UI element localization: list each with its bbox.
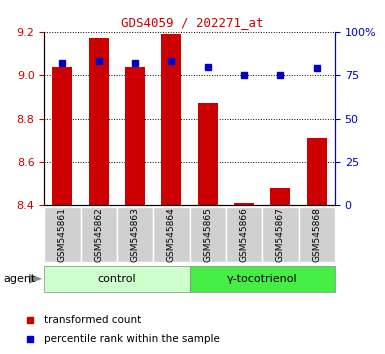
Text: GSM545866: GSM545866 <box>239 207 249 262</box>
Text: GSM545863: GSM545863 <box>131 207 140 262</box>
Bar <box>307 138 327 205</box>
Text: agent: agent <box>4 274 36 284</box>
Bar <box>125 67 145 205</box>
Text: control: control <box>98 274 136 284</box>
Text: percentile rank within the sample: percentile rank within the sample <box>44 333 220 344</box>
Polygon shape <box>29 274 42 284</box>
Bar <box>44 266 190 292</box>
Bar <box>52 67 72 205</box>
Text: GSM545868: GSM545868 <box>312 207 321 262</box>
Bar <box>262 207 299 262</box>
Text: transformed count: transformed count <box>44 315 141 325</box>
Bar <box>117 207 153 262</box>
Text: GSM545864: GSM545864 <box>167 207 176 262</box>
Text: γ-tocotrienol: γ-tocotrienol <box>227 274 298 284</box>
Bar <box>44 207 80 262</box>
Bar <box>270 188 290 205</box>
Text: GSM545867: GSM545867 <box>276 207 285 262</box>
Text: GSM545862: GSM545862 <box>94 207 103 262</box>
Bar <box>161 34 181 205</box>
Bar <box>190 266 335 292</box>
Bar <box>226 207 262 262</box>
Bar <box>198 103 218 205</box>
Text: GSM545865: GSM545865 <box>203 207 212 262</box>
Text: GDS4059 / 202271_at: GDS4059 / 202271_at <box>121 16 264 29</box>
Bar <box>153 207 189 262</box>
Text: GSM545861: GSM545861 <box>58 207 67 262</box>
Bar <box>299 207 335 262</box>
Bar <box>89 38 109 205</box>
Bar <box>234 203 254 205</box>
Bar <box>80 207 117 262</box>
Bar <box>190 207 226 262</box>
